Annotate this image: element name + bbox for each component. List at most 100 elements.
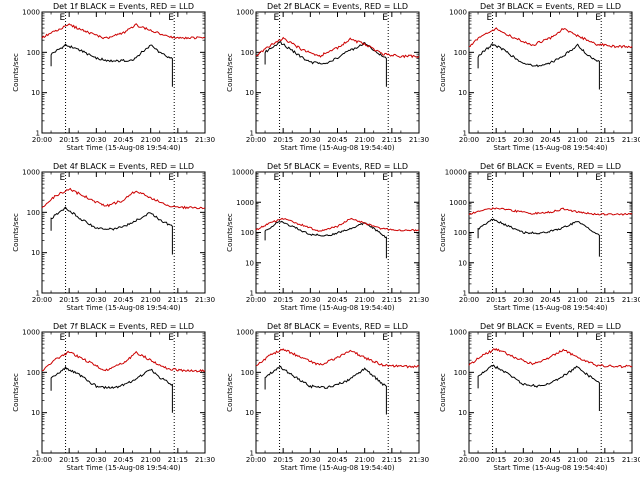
panel-title: Det 9f BLACK = Events, RED = LLD: [480, 322, 621, 331]
y-tick-label: 10: [458, 259, 467, 267]
x-tick-label: 20:15: [59, 136, 79, 144]
y-tick-label: 1000: [236, 199, 254, 207]
time-marker-label: E: [274, 13, 280, 23]
y-tick-label: 1000: [22, 169, 40, 177]
x-axis-label: Start Time (15-Aug-08 19:54:40): [66, 304, 180, 312]
x-tick-label: 20:15: [59, 296, 79, 304]
x-tick-label: 21:30: [195, 136, 215, 144]
y-tick-label: 10000: [232, 169, 254, 177]
y-tick-label: 100: [241, 369, 254, 377]
x-tick-label: 21:00: [141, 296, 161, 304]
panel-title: Det 4f BLACK = Events, RED = LLD: [53, 162, 194, 171]
panel-title: Det 5f BLACK = Events, RED = LLD: [267, 162, 408, 171]
y-tick-label: 100: [241, 49, 254, 57]
time-marker-label: E: [168, 173, 174, 183]
y-tick-label: 10: [31, 249, 40, 257]
plot-frame: [255, 11, 420, 134]
x-tick-label: 21:30: [622, 296, 640, 304]
x-tick-label: 21:30: [409, 456, 429, 464]
x-tick-label: 20:45: [540, 296, 560, 304]
detector-panel-1: Det 1f BLACK = Events, RED = LLD 1 10 100 10…: [12, 2, 215, 152]
y-tick-label: 100: [454, 229, 467, 237]
plot-frame: [41, 11, 206, 134]
panel-title: Det 1f BLACK = Events, RED = LLD: [53, 2, 194, 11]
events-series-line: [50, 206, 173, 255]
time-marker-label: E: [60, 173, 66, 183]
time-marker-label: E: [487, 13, 493, 23]
y-tick-label: 1: [463, 450, 467, 458]
events-series-line: [477, 43, 600, 90]
time-marker-label: E: [60, 13, 66, 23]
x-tick-label: 20:45: [540, 136, 560, 144]
y-tick-label: 1: [36, 450, 40, 458]
x-axis-label: Start Time (15-Aug-08 19:54:40): [280, 144, 394, 152]
x-tick-label: 20:15: [486, 456, 506, 464]
x-tick-label: 21:00: [141, 136, 161, 144]
x-tick-label: 20:00: [459, 456, 479, 464]
events-series-line: [264, 365, 387, 415]
x-tick-label: 20:45: [113, 456, 133, 464]
y-axis-label: Counts/sec: [439, 213, 447, 252]
x-axis-label: Start Time (15-Aug-08 19:54:40): [493, 464, 607, 472]
events-series-line: [264, 41, 387, 87]
x-tick-label: 21:15: [382, 136, 402, 144]
panel-title: Det 7f BLACK = Events, RED = LLD: [53, 322, 194, 331]
time-marker-label: E: [168, 13, 174, 23]
x-tick-label: 20:30: [300, 296, 320, 304]
detector-panel-7: Det 7f BLACK = Events, RED = LLD 1 10 100 10…: [12, 322, 215, 472]
x-axis-label: Start Time (15-Aug-08 19:54:40): [493, 304, 607, 312]
x-tick-label: 21:30: [409, 136, 429, 144]
panel-title: Det 8f BLACK = Events, RED = LLD: [267, 322, 408, 331]
y-tick-label: 10000: [445, 169, 467, 177]
y-tick-label: 1: [463, 290, 467, 298]
x-tick-label: 20:00: [459, 296, 479, 304]
x-tick-label: 21:15: [595, 296, 615, 304]
x-tick-label: 21:00: [568, 456, 588, 464]
lld-series-line: [41, 23, 206, 40]
x-axis-label: Start Time (15-Aug-08 19:54:40): [66, 464, 180, 472]
x-tick-label: 20:15: [273, 296, 293, 304]
y-tick-label: 1000: [449, 329, 467, 337]
x-tick-label: 20:45: [327, 456, 347, 464]
lld-series-line: [41, 350, 206, 373]
y-tick-label: 10: [245, 259, 254, 267]
y-tick-label: 100: [454, 49, 467, 57]
x-tick-label: 21:15: [168, 136, 188, 144]
detector-panel-5: Det 5f BLACK = Events, RED = LLD 1 10 100 10…: [226, 162, 429, 312]
x-tick-label: 20:45: [540, 456, 560, 464]
time-marker-label: E: [274, 173, 280, 183]
x-tick-label: 21:15: [168, 296, 188, 304]
y-tick-label: 1: [463, 130, 467, 138]
lld-series-line: [41, 187, 206, 210]
x-tick-label: 20:30: [513, 296, 533, 304]
y-axis-label: Counts/sec: [12, 53, 20, 92]
x-tick-label: 20:00: [32, 456, 52, 464]
x-tick-label: 21:15: [382, 456, 402, 464]
time-marker-label: E: [382, 173, 388, 183]
x-tick-label: 20:30: [513, 136, 533, 144]
time-marker-label: E: [595, 333, 601, 343]
x-axis-label: Start Time (15-Aug-08 19:54:40): [493, 144, 607, 152]
plot-frame: [468, 331, 633, 454]
events-series-line: [50, 365, 173, 413]
y-axis-label: Counts/sec: [226, 373, 234, 412]
x-tick-label: 21:00: [568, 296, 588, 304]
lld-series-line: [468, 207, 633, 216]
panel-title: Det 3f BLACK = Events, RED = LLD: [480, 2, 621, 11]
x-tick-label: 21:30: [622, 456, 640, 464]
x-tick-label: 20:45: [327, 136, 347, 144]
y-tick-label: 1000: [22, 329, 40, 337]
x-tick-label: 21:30: [409, 296, 429, 304]
x-tick-label: 21:30: [195, 456, 215, 464]
lld-series-line: [255, 36, 420, 59]
time-marker-label: E: [487, 333, 493, 343]
x-tick-label: 20:15: [59, 456, 79, 464]
y-tick-label: 1: [250, 290, 254, 298]
x-tick-label: 20:30: [86, 136, 106, 144]
panel-title: Det 6f BLACK = Events, RED = LLD: [480, 162, 621, 171]
y-tick-label: 10: [458, 409, 467, 417]
y-tick-label: 10: [31, 89, 40, 97]
lld-series-line: [468, 347, 633, 369]
y-axis-label: Counts/sec: [226, 213, 234, 252]
